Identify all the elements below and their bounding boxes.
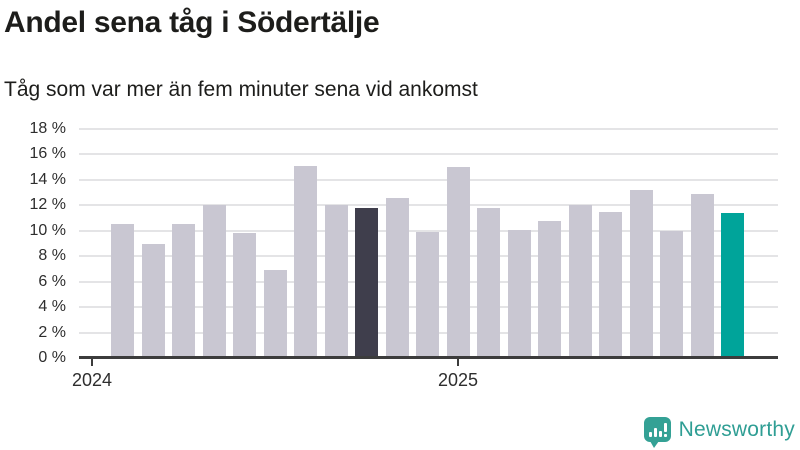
newsworthy-logo-text: Newsworthy bbox=[678, 418, 795, 441]
bar bbox=[477, 207, 500, 358]
bar bbox=[294, 165, 317, 358]
gridline bbox=[79, 153, 778, 156]
bar bbox=[660, 230, 683, 358]
exclamation-icon bbox=[663, 423, 667, 437]
bar bbox=[568, 205, 592, 358]
gridline bbox=[79, 178, 778, 181]
bar bbox=[599, 211, 622, 358]
bar bbox=[263, 270, 287, 358]
y-axis-label: 10 % bbox=[29, 221, 66, 239]
gridline bbox=[79, 204, 778, 207]
speech-bubble-tail bbox=[649, 441, 659, 448]
bar bbox=[629, 190, 653, 358]
bar bbox=[538, 220, 561, 358]
chart-title: Andel sena tåg i Södertälje bbox=[4, 6, 380, 39]
y-axis-label: 8 % bbox=[38, 247, 66, 265]
y-axis-label: 18 % bbox=[29, 120, 66, 137]
bar bbox=[385, 197, 409, 358]
bar bbox=[172, 224, 195, 358]
bar bbox=[507, 229, 531, 358]
y-axis-label: 6 % bbox=[38, 272, 66, 290]
bar bbox=[202, 205, 226, 358]
bar bbox=[141, 243, 165, 358]
bar-highlight-compare bbox=[355, 207, 378, 358]
bar-chart-icon bbox=[648, 423, 667, 437]
y-axis-label: 2 % bbox=[38, 323, 66, 341]
bar bbox=[446, 167, 470, 358]
gridline bbox=[79, 229, 778, 232]
bar-highlight-latest bbox=[721, 212, 744, 358]
y-axis-label: 14 % bbox=[29, 170, 66, 188]
newsworthy-logo-icon bbox=[643, 417, 671, 448]
gridline bbox=[79, 128, 778, 130]
bar bbox=[690, 193, 714, 358]
chart-subtitle: Tåg som var mer än fem minuter sena vid … bbox=[4, 78, 478, 101]
y-axis-label: 12 % bbox=[29, 196, 66, 214]
x-axis-tick-label: 2025 bbox=[437, 370, 479, 390]
x-axis-tick-label: 2024 bbox=[71, 370, 113, 390]
x-axis-line bbox=[79, 356, 778, 359]
bar bbox=[111, 224, 134, 358]
y-axis-label: 4 % bbox=[38, 298, 66, 316]
bar bbox=[233, 233, 256, 358]
newsworthy-logo: Newsworthy bbox=[643, 414, 795, 448]
x-axis-tick bbox=[91, 359, 93, 366]
bar bbox=[324, 205, 348, 358]
bar bbox=[416, 232, 439, 358]
y-axis-label: 0 % bbox=[38, 349, 66, 366]
y-axis-label: 16 % bbox=[29, 145, 66, 163]
x-axis-tick bbox=[457, 359, 459, 366]
